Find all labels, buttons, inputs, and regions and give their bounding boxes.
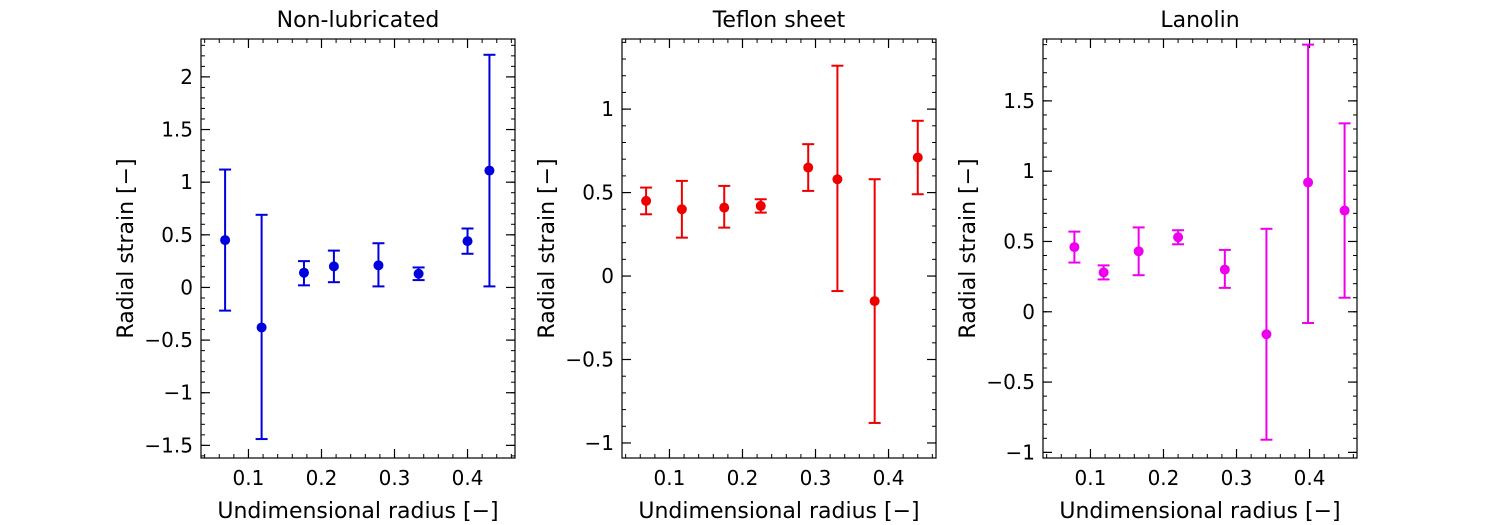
data-point [803, 162, 814, 173]
data-point [1173, 232, 1184, 243]
y-tick-label-1: 1 [601, 97, 614, 121]
y-tick-label-1-5: −1.5 [144, 433, 193, 457]
chart-panel-1: Non-lubricated 0.1 0.2 0.3 0.4 −1.5 −1 −0.5 0 0.5… [114, 8, 516, 524]
plot-frame [621, 38, 937, 459]
y-tick-label-0-5: −0.5 [565, 348, 614, 372]
data-point [1098, 267, 1109, 278]
x-tick-label-0-4: 0.4 [452, 466, 484, 490]
y-tick-label-0: 0 [1022, 300, 1035, 324]
y-tick-label-2: 2 [180, 65, 193, 89]
x-axis-label: Undimensional radius [−] [638, 499, 919, 524]
plot-frame [1042, 38, 1358, 459]
y-axis-label: Radial strain [−] [535, 158, 560, 338]
data-point [832, 174, 843, 185]
data-point [1303, 177, 1314, 188]
y-tick-label-0-5: −0.5 [986, 370, 1035, 394]
x-axis-label: Undimensional radius [−] [217, 499, 498, 524]
y-tick-label-1-5: 1.5 [1003, 89, 1035, 113]
data-point [1069, 242, 1080, 253]
y-tick-label-1: −1 [585, 431, 614, 455]
data-point [256, 322, 267, 333]
plot-frame [200, 38, 516, 459]
chart-panel-3: Lanolin 0.1 0.2 0.3 0.4 −1 −0.5 0 0.5 1 1.5 Undimen… [956, 8, 1358, 524]
panel-title: Non-lubricated [277, 8, 440, 33]
data-point [1261, 329, 1272, 340]
y-tick-label-0: 0 [180, 275, 193, 299]
x-tick-label-0-3: 0.3 [800, 466, 832, 490]
data-point [484, 165, 495, 176]
x-tick-label-0-2: 0.2 [1148, 466, 1180, 490]
x-tick-label-0-2: 0.2 [727, 466, 759, 490]
y-tick-label-1: 1 [1022, 159, 1035, 183]
data-point [328, 261, 339, 272]
data-point [719, 202, 730, 213]
panel-title: Lanolin [1160, 8, 1239, 33]
data-point [1133, 246, 1144, 257]
y-tick-label-0-5: 0.5 [1003, 229, 1035, 253]
y-tick-label-1: −1 [1006, 440, 1035, 464]
x-tick-label-0-3: 0.3 [1221, 466, 1253, 490]
x-axis-label: Undimensional radius [−] [1059, 499, 1340, 524]
y-tick-label-0: 0 [601, 264, 614, 288]
data-point [755, 200, 766, 211]
data-point [1339, 205, 1350, 216]
x-tick-label-0-1: 0.1 [233, 466, 265, 490]
x-tick-label-0-4: 0.4 [1294, 466, 1326, 490]
data-point [220, 235, 231, 246]
y-axis-label: Radial strain [−] [956, 158, 981, 338]
data-point [413, 268, 424, 279]
panel-title: Teflon sheet [712, 8, 846, 33]
data-point [869, 296, 880, 307]
y-tick-label-1: −1 [164, 381, 193, 405]
y-tick-label-0-5: 0.5 [582, 181, 614, 205]
data-point [1219, 264, 1230, 275]
y-axis-label: Radial strain [−] [114, 158, 139, 338]
data-point [373, 260, 384, 271]
x-tick-label-0-3: 0.3 [379, 466, 411, 490]
x-tick-label-0-1: 0.1 [1075, 466, 1107, 490]
x-tick-label-0-4: 0.4 [873, 466, 905, 490]
x-tick-label-0-1: 0.1 [654, 466, 686, 490]
data-point [676, 204, 687, 215]
x-tick-label-0-2: 0.2 [306, 466, 338, 490]
data-point [462, 236, 473, 247]
data-point [298, 267, 309, 278]
y-tick-label-1-5: 1.5 [161, 118, 193, 142]
data-point [641, 195, 652, 206]
y-tick-label-1: 1 [180, 170, 193, 194]
y-tick-label-0-5: 0.5 [161, 223, 193, 247]
chart-panel-2: Teflon sheet 0.1 0.2 0.3 0.4 −1 −0.5 0 0.5 1 Undim… [535, 8, 937, 524]
data-point [912, 152, 923, 163]
y-tick-label-0-5: −0.5 [144, 328, 193, 352]
